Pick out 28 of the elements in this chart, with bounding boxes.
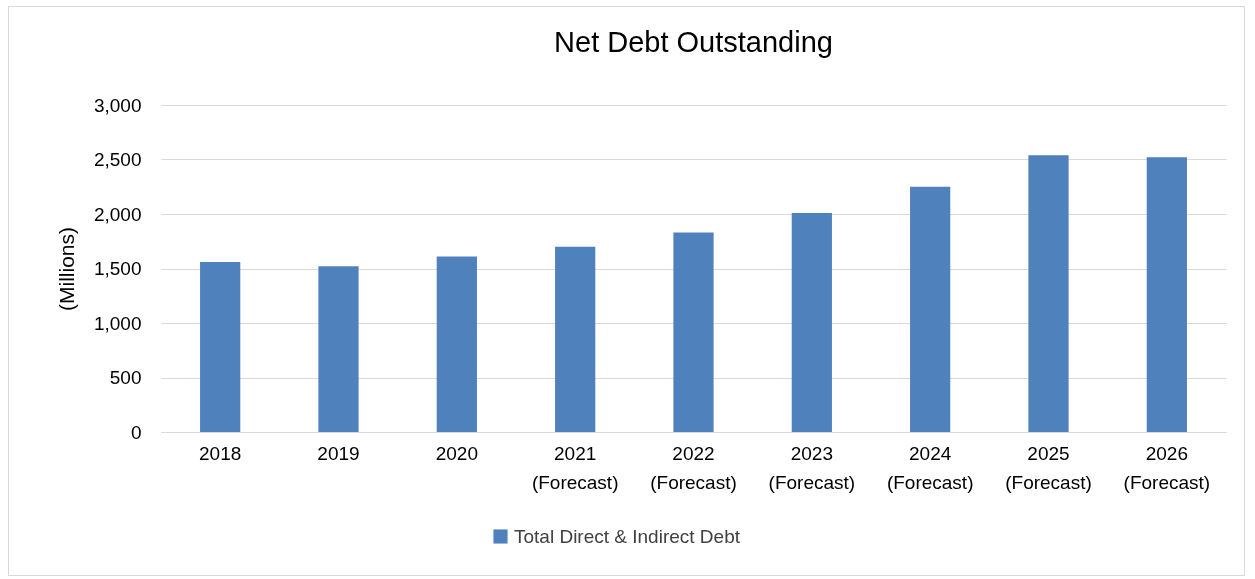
y-tick-label: 0 [130, 421, 142, 443]
x-tick-label: 2018 [199, 442, 242, 464]
legend-label: Total Direct & Indirect Debt [514, 525, 741, 547]
bar [910, 186, 951, 432]
x-tick-label: 2024 (Forecast) [886, 442, 974, 493]
y-tick-label: 1,500 [93, 258, 142, 279]
y-tick-label: 2,000 [93, 203, 142, 225]
x-tick-label: 2025 (Forecast) [1005, 442, 1092, 493]
y-tick-label: 2,500 [93, 149, 142, 170]
y-tick-label: 3,000 [93, 94, 142, 116]
y-axis-title: (Millions) [54, 227, 78, 311]
x-tick-label: 2019 [317, 442, 360, 464]
bar [200, 261, 241, 432]
x-tick-label: 2022 (Forecast) [650, 442, 737, 493]
x-tick-label: 2020 [435, 442, 478, 464]
bar [436, 256, 477, 432]
bar [791, 212, 832, 432]
x-tick-label: 2026 (Forecast) [1123, 442, 1211, 493]
y-tick-label: 1,000 [93, 312, 142, 334]
x-tick-label: 2023 (Forecast) [768, 442, 856, 493]
bar [1146, 157, 1187, 432]
bar [1028, 155, 1069, 432]
y-tick-label: 500 [109, 367, 142, 388]
chart-title: Net Debt Outstanding [554, 26, 833, 58]
bar [555, 246, 596, 432]
bar [318, 266, 359, 432]
bar [673, 232, 714, 432]
x-tick-label: 2021 (Forecast) [531, 442, 619, 493]
